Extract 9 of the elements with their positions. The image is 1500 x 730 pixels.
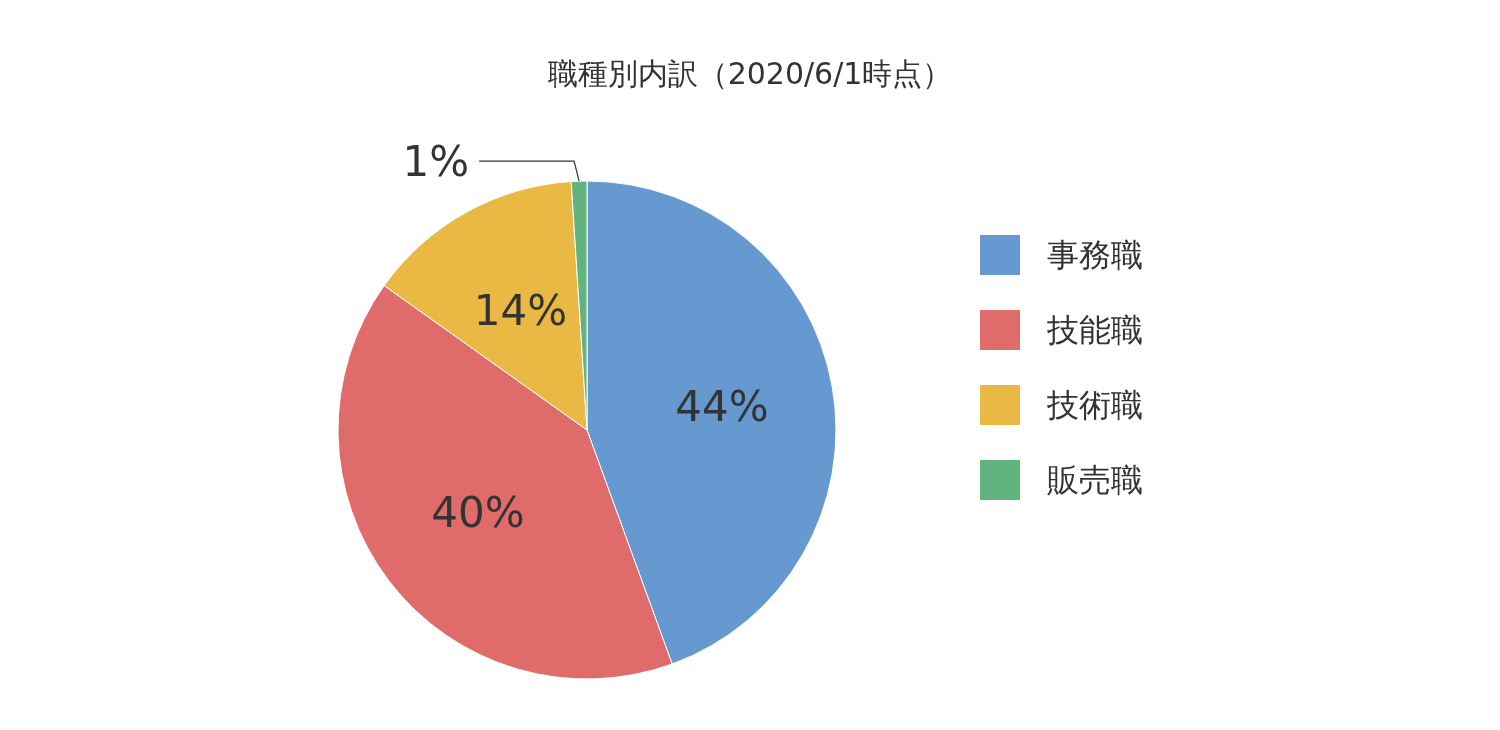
chart-title: 職種別内訳（2020/6/1時点） <box>547 55 953 91</box>
data-label: 40% <box>431 488 525 538</box>
data-label: 14% <box>473 285 568 335</box>
legend-label: 販売職 <box>1047 461 1143 499</box>
legend-label: 事務職 <box>1047 236 1143 274</box>
legend-label: 技術職 <box>1046 386 1143 424</box>
data-label: 1% <box>402 136 470 186</box>
legend-label: 技能職 <box>1046 311 1143 349</box>
data-label: 44% <box>675 381 769 431</box>
